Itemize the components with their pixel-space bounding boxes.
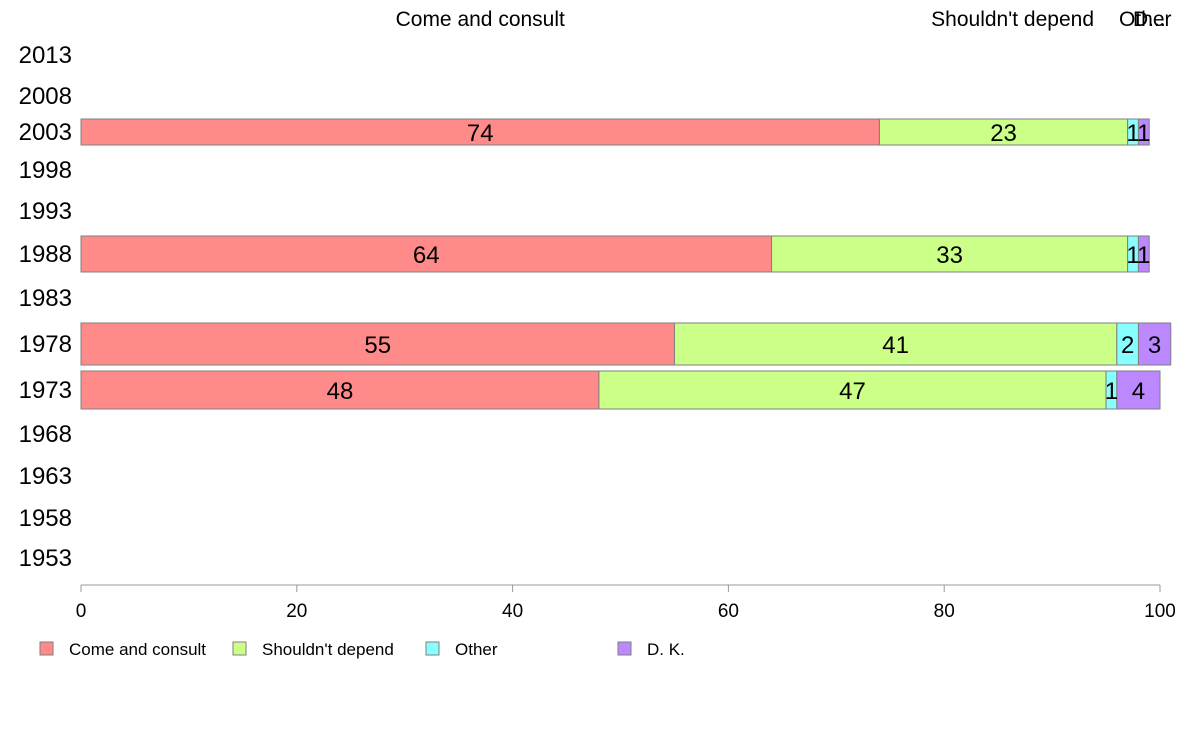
bar-segment-1988-come-and-consult — [80, 235, 773, 273]
data-label-2003-d-k: 1 — [1137, 120, 1150, 147]
x-axis: 0 20 40 60 80 100 — [76, 584, 1176, 622]
bar-segment-1988-shouldn-t-depend — [771, 235, 1129, 273]
bar-segment-2003-come-and-consult — [80, 118, 880, 146]
data-label-1973-come-and-consult: 48 — [327, 378, 354, 405]
top-label-3: D... — [1133, 8, 1166, 31]
bar-segment-1988-d-k — [1137, 235, 1150, 273]
data-label-1988-other: 1 — [1126, 242, 1139, 269]
data-label-2003-come-and-consult: 74 — [467, 120, 494, 147]
x-tick-label-0: 0 — [76, 601, 87, 622]
data-label-1973-other: 1 — [1105, 378, 1118, 405]
top-label-0: Come and consult — [396, 8, 565, 31]
bar-segment-1973-shouldn-t-depend — [598, 370, 1107, 410]
data-label-1988-come-and-consult: 64 — [413, 242, 440, 269]
data-label-1978-other: 2 — [1121, 332, 1134, 359]
legend: Come and consult Shouldn't depend Other D. … — [39, 640, 685, 659]
legend-swatch-other — [425, 641, 440, 656]
year-label-1978: 1978 — [19, 331, 72, 358]
data-label-1978-d-k: 3 — [1148, 332, 1161, 359]
bars-layer — [80, 118, 1172, 410]
year-label-1968: 1968 — [19, 421, 72, 448]
bar-segment-1978-d-k — [1137, 322, 1172, 366]
top-label-2: Other — [1119, 8, 1172, 31]
data-label-1978-shouldn-t-depend: 41 — [882, 332, 909, 359]
legend-swatch-d-k — [617, 641, 632, 656]
legend-label-come-and-consult: Come and consult — [69, 640, 206, 659]
year-label-2008: 2008 — [19, 83, 72, 110]
year-label-1973: 1973 — [19, 377, 72, 404]
top-label-1: Shouldn't depend — [931, 8, 1094, 31]
data-label-1973-d-k: 4 — [1132, 378, 1145, 405]
bar-segment-1978-come-and-consult — [80, 322, 675, 366]
data-label-1973-shouldn-t-depend: 47 — [839, 378, 866, 405]
bar-segment-1973-come-and-consult — [80, 370, 600, 410]
x-tick-label-100: 100 — [1144, 601, 1176, 622]
year-label-1998: 1998 — [19, 157, 72, 184]
legend-swatch-come-and-consult — [39, 641, 54, 656]
legend-swatch-shouldn-t-depend — [232, 641, 247, 656]
x-tick-label-80: 80 — [934, 601, 955, 622]
x-tick-label-40: 40 — [502, 601, 523, 622]
legend-label-d-k: D. K. — [647, 640, 685, 659]
year-label-1958: 1958 — [19, 505, 72, 532]
x-tick-label-20: 20 — [286, 601, 307, 622]
year-labels-layer: 2013 2008 2003 1998 1993 1988 1983 1978 1973 1968… — [19, 42, 72, 572]
bar-segment-1978-shouldn-t-depend — [673, 322, 1118, 366]
year-label-1983: 1983 — [19, 285, 72, 312]
bar-segment-2003-d-k — [1137, 118, 1150, 146]
bar-segment-2003-shouldn-t-depend — [878, 118, 1129, 146]
x-tick-label-60: 60 — [718, 601, 739, 622]
data-label-2003-other: 1 — [1126, 120, 1139, 147]
legend-label-other: Other — [455, 640, 498, 659]
data-label-1978-come-and-consult: 55 — [364, 332, 391, 359]
data-label-2003-shouldn-t-depend: 23 — [990, 120, 1017, 147]
year-label-1953: 1953 — [19, 545, 72, 572]
bar-segment-1973-d-k — [1116, 370, 1161, 410]
data-label-1988-d-k: 1 — [1137, 242, 1150, 269]
data-label-1988-shouldn-t-depend: 33 — [936, 242, 963, 269]
year-label-1988: 1988 — [19, 241, 72, 268]
top-labels-layer: Come and consult Shouldn't depend OtherD..… — [396, 8, 1172, 31]
year-label-2003: 2003 — [19, 119, 72, 146]
legend-label-shouldn-t-depend: Shouldn't depend — [262, 640, 394, 659]
year-label-1963: 1963 — [19, 463, 72, 490]
year-label-2013: 2013 — [19, 42, 72, 69]
year-label-1993: 1993 — [19, 198, 72, 225]
